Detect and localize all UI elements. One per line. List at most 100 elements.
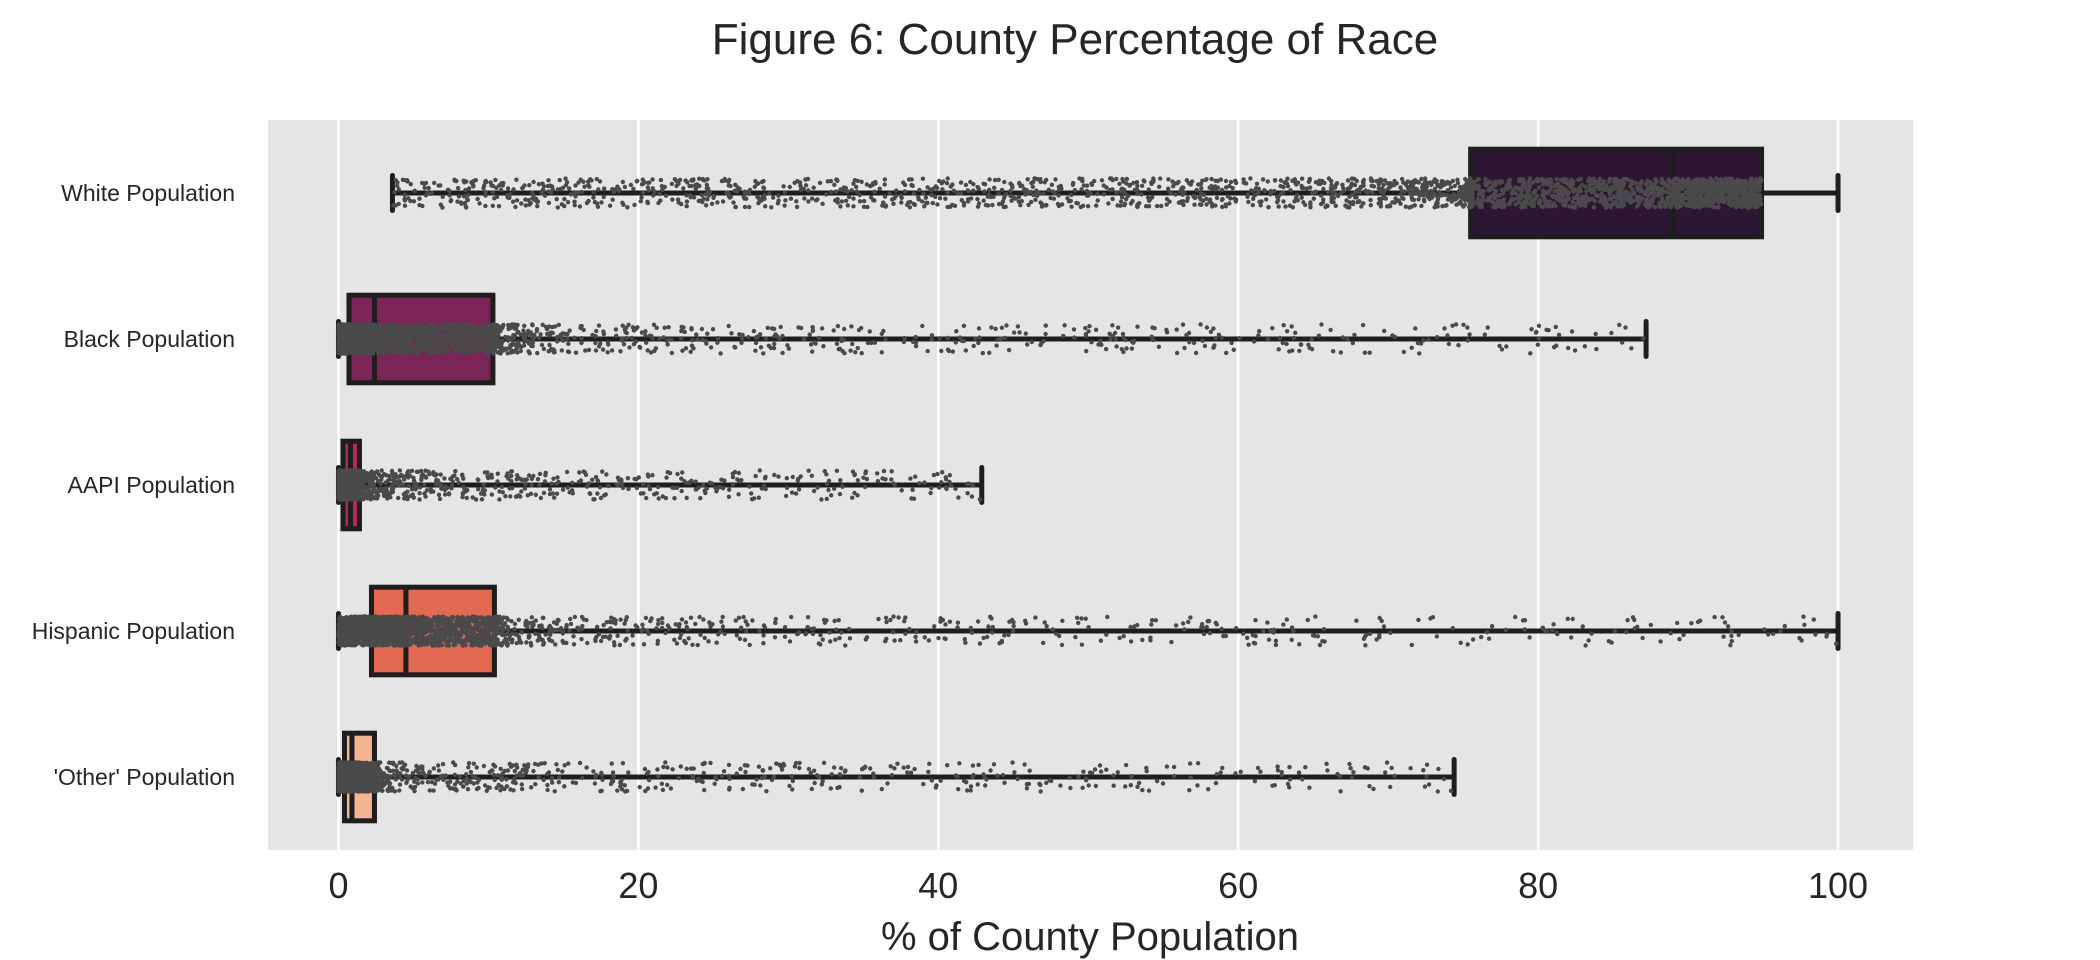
strip-point bbox=[1114, 190, 1119, 195]
strip-point bbox=[1432, 186, 1438, 191]
strip-point bbox=[1697, 189, 1703, 194]
strip-point bbox=[810, 328, 815, 334]
strip-point bbox=[834, 341, 840, 346]
strip-point bbox=[1597, 186, 1602, 192]
strip-point bbox=[535, 204, 540, 209]
strip-point bbox=[1278, 178, 1284, 183]
strip-point bbox=[1345, 336, 1350, 342]
strip-point bbox=[684, 199, 690, 204]
strip-point bbox=[1095, 191, 1100, 197]
strip-point bbox=[928, 187, 933, 192]
strip-point bbox=[338, 325, 343, 330]
strip-point bbox=[413, 330, 419, 336]
strip-point bbox=[1749, 178, 1754, 183]
strip-point bbox=[1601, 202, 1607, 207]
strip-point bbox=[507, 345, 512, 351]
strip-point bbox=[1009, 198, 1014, 203]
strip-point bbox=[1204, 177, 1209, 182]
strip-point bbox=[1115, 203, 1120, 208]
strip-point bbox=[1707, 185, 1712, 191]
strip-point bbox=[1123, 197, 1129, 202]
strip-point bbox=[588, 177, 593, 182]
strip-point bbox=[1467, 332, 1472, 337]
strip-point bbox=[487, 338, 492, 344]
strip-point bbox=[1139, 192, 1144, 197]
strip-point bbox=[1201, 192, 1207, 197]
strip-point bbox=[1737, 187, 1742, 193]
strip-point bbox=[1164, 202, 1169, 207]
strip-point bbox=[1521, 194, 1526, 199]
strip-point bbox=[456, 194, 462, 199]
strip-point bbox=[426, 185, 431, 191]
strip-point bbox=[510, 199, 516, 204]
strip-point bbox=[1607, 176, 1613, 182]
strip-point bbox=[953, 340, 958, 345]
strip-point bbox=[1345, 204, 1350, 210]
strip-point bbox=[497, 183, 502, 188]
strip-point bbox=[1617, 322, 1622, 328]
strip-point bbox=[647, 180, 652, 185]
strip-point bbox=[518, 332, 523, 337]
strip-point bbox=[1135, 191, 1140, 197]
strip-point bbox=[1584, 189, 1589, 194]
strip-point bbox=[1421, 193, 1426, 198]
strip-point bbox=[1711, 193, 1717, 198]
strip-point bbox=[1376, 201, 1381, 206]
strip-point bbox=[669, 350, 675, 356]
strip-point bbox=[647, 333, 653, 338]
strip-point bbox=[1467, 185, 1472, 190]
strip-point bbox=[1229, 340, 1234, 346]
strip-point bbox=[644, 340, 649, 345]
strip-point bbox=[1536, 185, 1542, 190]
strip-point bbox=[1429, 195, 1435, 200]
strip-point bbox=[550, 187, 555, 192]
strip-point bbox=[1455, 180, 1461, 186]
strip-point bbox=[1259, 199, 1264, 204]
strip-point bbox=[1166, 177, 1171, 182]
strip-point bbox=[930, 200, 935, 206]
strip-point bbox=[677, 177, 683, 183]
strip-point bbox=[1588, 181, 1594, 186]
strip-point bbox=[621, 202, 626, 207]
strip-point bbox=[1017, 330, 1022, 335]
strip-point bbox=[469, 322, 475, 328]
strip-point bbox=[925, 185, 930, 190]
strip-point bbox=[1677, 194, 1683, 200]
strip-point bbox=[837, 346, 843, 351]
strip-point bbox=[1470, 191, 1475, 196]
strip-point bbox=[684, 204, 689, 209]
strip-point bbox=[639, 330, 645, 335]
strip-point bbox=[1230, 185, 1235, 191]
strip-point bbox=[1119, 347, 1125, 352]
strip-point bbox=[1693, 198, 1699, 203]
strip-point bbox=[869, 340, 874, 346]
strip-point bbox=[593, 340, 598, 346]
strip-point bbox=[1184, 332, 1189, 338]
strip-point bbox=[483, 203, 488, 209]
strip-point bbox=[1023, 331, 1028, 336]
strip-point bbox=[758, 345, 764, 350]
strip-point bbox=[740, 332, 745, 338]
strip-point bbox=[1562, 190, 1567, 195]
strip-point bbox=[821, 344, 826, 349]
strip-point bbox=[1050, 189, 1056, 194]
strip-point bbox=[929, 333, 935, 338]
strip-point bbox=[409, 329, 414, 334]
strip-point bbox=[546, 178, 551, 183]
strip-point bbox=[1002, 192, 1008, 198]
strip-point bbox=[1419, 203, 1424, 209]
strip-point bbox=[581, 179, 586, 184]
strip-point bbox=[1570, 199, 1575, 205]
strip-point bbox=[1322, 180, 1327, 186]
strip-point bbox=[1041, 338, 1046, 344]
strip-point bbox=[651, 193, 656, 198]
strip-point bbox=[1633, 180, 1639, 186]
strip-point bbox=[1306, 179, 1312, 184]
strip-point bbox=[802, 196, 807, 201]
strip-point bbox=[1393, 196, 1398, 201]
strip-point bbox=[1459, 187, 1464, 192]
strip-point bbox=[780, 350, 785, 356]
strip-point bbox=[1694, 179, 1700, 184]
strip-point bbox=[1357, 189, 1362, 195]
